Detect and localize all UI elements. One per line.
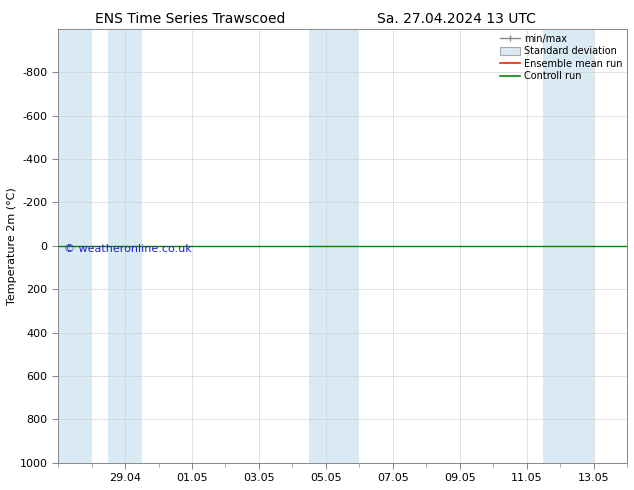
Text: ENS Time Series Trawscoed: ENS Time Series Trawscoed (95, 12, 285, 26)
Bar (309, 29, 359, 463)
Legend: min/max, Standard deviation, Ensemble mean run, Controll run: min/max, Standard deviation, Ensemble me… (498, 32, 624, 83)
Text: © weatheronline.co.uk: © weatheronline.co.uk (64, 244, 191, 254)
Bar (108, 29, 142, 463)
Text: Sa. 27.04.2024 13 UTC: Sa. 27.04.2024 13 UTC (377, 12, 536, 26)
Bar (543, 29, 593, 463)
Bar (58, 29, 91, 463)
Y-axis label: Temperature 2m (°C): Temperature 2m (°C) (7, 187, 17, 305)
